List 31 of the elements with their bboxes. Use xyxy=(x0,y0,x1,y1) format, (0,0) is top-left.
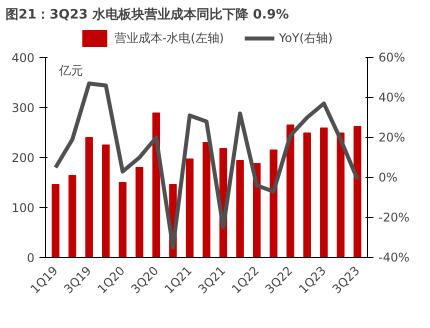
legend-label: YoY(右轴) xyxy=(278,30,333,46)
bar xyxy=(186,158,194,258)
bar xyxy=(236,160,244,258)
bar xyxy=(336,132,345,258)
legend-label: 营业成本-水电(左轴) xyxy=(114,30,224,46)
bar xyxy=(136,167,144,258)
y-tick-label: 300 xyxy=(12,101,34,115)
bar xyxy=(303,132,311,258)
y-tick-label: 200 xyxy=(12,151,34,165)
bar xyxy=(102,144,110,258)
bar xyxy=(52,184,60,258)
y2-tick-label: 20% xyxy=(378,130,406,144)
y2-tick-label: -20% xyxy=(378,210,410,224)
bar xyxy=(354,126,362,258)
y-tick-label: 100 xyxy=(12,201,34,215)
bar xyxy=(85,137,93,258)
y2-tick-label: 0% xyxy=(378,170,398,184)
chart-title: 图21：3Q23 水电板块营业成本同比下降 0.9% xyxy=(6,6,289,22)
y2-tick-label: -40% xyxy=(378,250,410,264)
y2-tick-label: 60% xyxy=(378,50,406,64)
bar xyxy=(270,150,278,258)
line-series xyxy=(54,82,360,250)
bar xyxy=(286,124,294,258)
bar xyxy=(320,128,328,258)
y-tick-label: 400 xyxy=(12,51,34,65)
bar xyxy=(202,142,210,258)
bar xyxy=(68,175,76,258)
annotation: 亿元 xyxy=(58,64,83,78)
y-tick-label: 0 xyxy=(26,251,35,265)
bar xyxy=(118,182,126,258)
y2-tick-label: 40% xyxy=(378,90,406,104)
